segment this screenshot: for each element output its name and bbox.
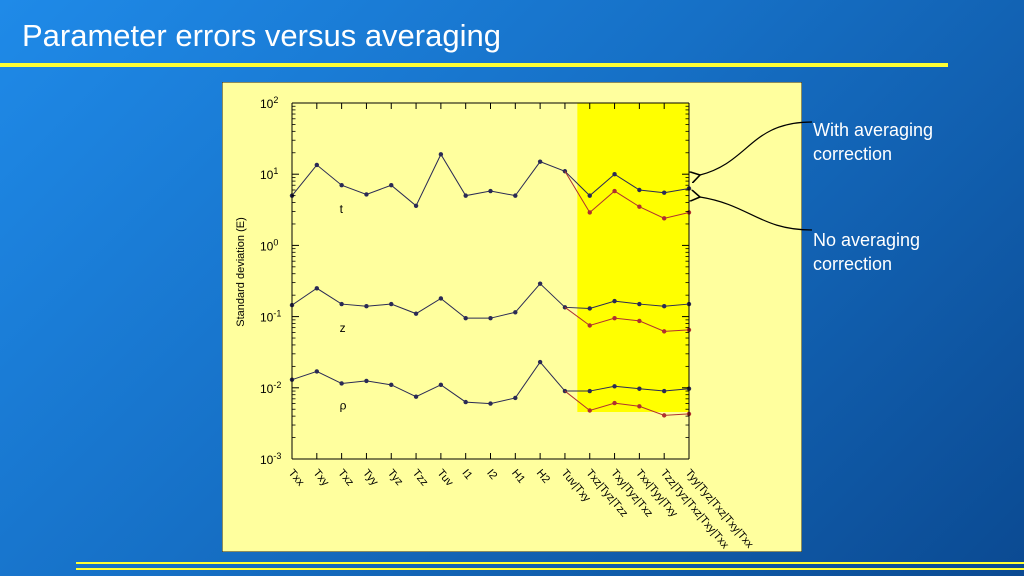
y-tick-exponent: -1 [273, 309, 281, 319]
series-line [564, 306, 690, 332]
data-point [612, 188, 617, 194]
data-point [661, 216, 667, 221]
annotation-no-line-2: correction [813, 254, 893, 274]
data-point [612, 315, 617, 321]
data-point [364, 303, 369, 309]
footer-rule-2 [76, 568, 1024, 570]
data-point [661, 303, 667, 309]
data-point [463, 399, 468, 405]
data-point [438, 296, 444, 301]
data-point [364, 192, 369, 197]
data-point [661, 388, 667, 394]
data-point [612, 298, 617, 304]
averaging-highlight-band [577, 103, 689, 412]
data-point [612, 172, 617, 177]
data-point [438, 382, 444, 388]
series-3 [564, 306, 692, 334]
data-point [612, 400, 617, 406]
data-point [637, 318, 642, 324]
data-point [339, 301, 344, 307]
data-point [413, 311, 419, 316]
data-point [637, 187, 642, 193]
data-point [438, 152, 444, 157]
data-point [413, 203, 419, 208]
data-point [587, 408, 592, 413]
data-point [513, 310, 518, 315]
data-point [389, 382, 394, 388]
data-point [339, 183, 344, 188]
y-tick-exponent: -3 [273, 451, 281, 461]
series-0 [289, 152, 692, 208]
data-point [661, 190, 667, 195]
series-line [564, 390, 690, 416]
data-point [513, 395, 518, 401]
data-point [637, 301, 642, 307]
y-tick-exponent: 2 [273, 95, 278, 105]
data-point [389, 183, 394, 188]
y-tick-exponent: 1 [273, 166, 278, 176]
arrow-with-correction [700, 121, 813, 175]
data-point [537, 159, 543, 164]
footer-rule-1 [76, 562, 1024, 564]
series-label: ρ [340, 398, 347, 412]
data-point [488, 188, 493, 194]
chart-background [222, 82, 802, 552]
data-point [587, 388, 592, 394]
series-label: z [340, 321, 346, 335]
annotation-arrows [690, 121, 813, 231]
data-point [314, 162, 320, 168]
data-point [389, 301, 394, 307]
data-point [463, 315, 468, 321]
y-tick-exponent: -2 [273, 380, 281, 390]
y-axis-label: Standard deviation (E) [235, 217, 247, 326]
annotation-with-line-2: correction [813, 144, 893, 164]
data-point [339, 381, 344, 386]
data-point [537, 359, 543, 365]
data-point [637, 386, 642, 391]
data-point [637, 404, 642, 409]
annotation-with-line-1: With averaging [813, 120, 934, 140]
data-point [537, 281, 543, 286]
data-point [661, 413, 667, 418]
series-4 [289, 359, 692, 406]
series-label: t [340, 202, 344, 216]
data-point [413, 394, 419, 399]
arrow-no-correction [700, 197, 813, 231]
series-line [564, 170, 690, 219]
data-point [488, 401, 493, 406]
data-point [612, 384, 617, 389]
data-point [587, 306, 592, 311]
annotation-no-line-1: No averaging [813, 230, 921, 250]
slide-title: Parameter errors versus averaging [22, 18, 501, 53]
data-point [637, 204, 642, 209]
data-point [463, 193, 468, 198]
title-underline [0, 63, 948, 67]
data-point [513, 193, 518, 198]
series-5 [564, 390, 692, 418]
annotation-no-correction: No averaging correction [813, 228, 920, 276]
data-point [587, 193, 592, 198]
data-point [488, 315, 493, 321]
data-point [314, 286, 320, 291]
y-tick-exponent: 0 [273, 237, 278, 247]
annotation-with-correction: With averaging correction [813, 118, 933, 166]
data-point [587, 323, 592, 328]
data-point [364, 378, 369, 384]
data-point [314, 369, 320, 374]
data-point [587, 210, 592, 215]
series-1 [564, 170, 692, 221]
data-point [661, 329, 667, 334]
